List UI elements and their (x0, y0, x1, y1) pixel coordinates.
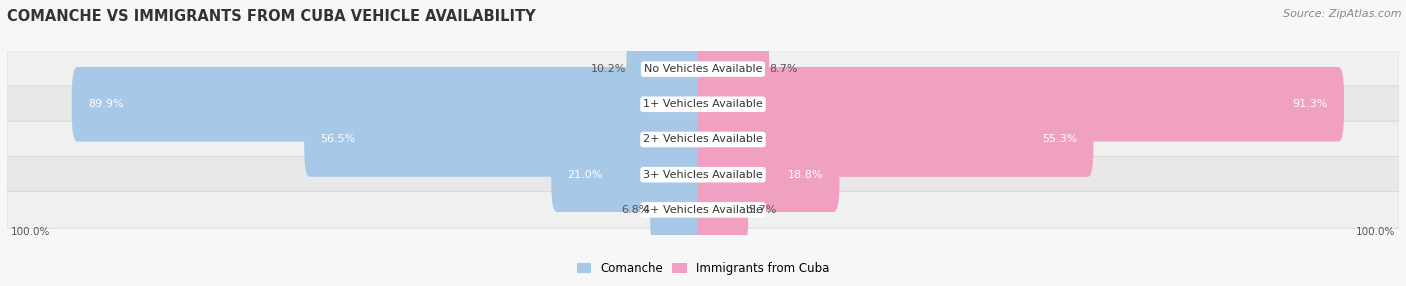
FancyBboxPatch shape (7, 121, 1399, 158)
FancyBboxPatch shape (697, 102, 1094, 177)
FancyBboxPatch shape (304, 102, 709, 177)
Text: 2+ Vehicles Available: 2+ Vehicles Available (643, 134, 763, 144)
FancyBboxPatch shape (697, 137, 839, 212)
Text: 55.3%: 55.3% (1042, 134, 1077, 144)
Text: 8.7%: 8.7% (769, 64, 797, 74)
Text: No Vehicles Available: No Vehicles Available (644, 64, 762, 74)
FancyBboxPatch shape (551, 137, 709, 212)
FancyBboxPatch shape (7, 156, 1399, 193)
FancyBboxPatch shape (650, 172, 709, 247)
Text: 10.2%: 10.2% (591, 64, 627, 74)
Legend: Comanche, Immigrants from Cuba: Comanche, Immigrants from Cuba (572, 257, 834, 280)
Text: Source: ZipAtlas.com: Source: ZipAtlas.com (1284, 9, 1402, 19)
Text: 18.8%: 18.8% (787, 170, 824, 180)
Text: 3+ Vehicles Available: 3+ Vehicles Available (643, 170, 763, 180)
Text: 89.9%: 89.9% (87, 99, 124, 109)
Text: 21.0%: 21.0% (567, 170, 603, 180)
FancyBboxPatch shape (7, 192, 1399, 228)
FancyBboxPatch shape (697, 32, 769, 106)
Text: 5.7%: 5.7% (748, 205, 776, 215)
Text: 100.0%: 100.0% (10, 227, 49, 237)
Text: COMANCHE VS IMMIGRANTS FROM CUBA VEHICLE AVAILABILITY: COMANCHE VS IMMIGRANTS FROM CUBA VEHICLE… (7, 9, 536, 23)
Text: 91.3%: 91.3% (1292, 99, 1329, 109)
FancyBboxPatch shape (697, 172, 748, 247)
FancyBboxPatch shape (697, 67, 1344, 142)
Text: 6.8%: 6.8% (621, 205, 650, 215)
FancyBboxPatch shape (7, 51, 1399, 88)
Text: 4+ Vehicles Available: 4+ Vehicles Available (643, 205, 763, 215)
FancyBboxPatch shape (7, 86, 1399, 123)
Text: 100.0%: 100.0% (1357, 227, 1396, 237)
FancyBboxPatch shape (627, 32, 709, 106)
FancyBboxPatch shape (72, 67, 709, 142)
Text: 56.5%: 56.5% (321, 134, 356, 144)
Text: 1+ Vehicles Available: 1+ Vehicles Available (643, 99, 763, 109)
